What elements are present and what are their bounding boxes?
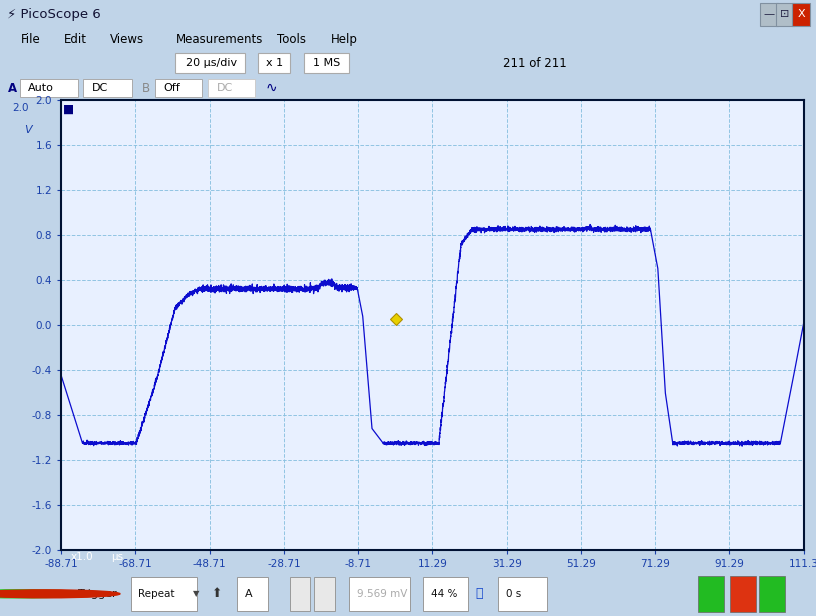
Bar [20, 79, 78, 97]
Text: X: X [797, 9, 805, 20]
Text: V: V [24, 124, 32, 134]
Text: 211 of 211: 211 of 211 [503, 57, 567, 70]
Bar [304, 53, 349, 73]
Text: ⚡ PicoScope 6: ⚡ PicoScope 6 [7, 8, 100, 21]
Text: x 1: x 1 [266, 58, 283, 68]
Text: ⬆: ⬆ [212, 587, 223, 601]
Text: File: File [20, 33, 40, 46]
Text: 2.0: 2.0 [12, 103, 29, 113]
Text: ■: ■ [64, 103, 74, 116]
Text: Tools: Tools [277, 33, 307, 46]
Bar [155, 79, 202, 97]
Text: ▼: ▼ [193, 590, 199, 598]
Text: ⤴: ⤴ [476, 587, 483, 601]
Text: µs: µs [112, 552, 124, 562]
Text: Views: Views [110, 33, 144, 46]
Bar [423, 577, 468, 610]
Text: 0 s: 0 s [506, 589, 521, 599]
Text: Measurements: Measurements [175, 33, 263, 46]
Text: A: A [245, 589, 252, 599]
Text: 20 µs/div: 20 µs/div [186, 58, 237, 68]
Bar [290, 577, 310, 610]
Text: Auto: Auto [28, 83, 54, 93]
Text: DC: DC [92, 83, 109, 93]
Bar [776, 3, 794, 26]
Bar [498, 577, 547, 610]
Bar [730, 576, 756, 612]
Bar [208, 79, 255, 97]
Text: 1 MS: 1 MS [313, 58, 339, 68]
Text: ∿: ∿ [266, 81, 277, 95]
Text: DC: DC [217, 83, 233, 93]
Text: Repeat: Repeat [138, 589, 175, 599]
Bar [314, 577, 335, 610]
Text: x1.0: x1.0 [70, 552, 93, 562]
Text: B: B [142, 81, 150, 95]
Text: A: A [8, 81, 17, 95]
Bar [237, 577, 268, 610]
Bar [349, 577, 410, 610]
Bar [258, 53, 290, 73]
Text: 9.569 mV: 9.569 mV [357, 589, 408, 599]
Text: Off: Off [163, 83, 180, 93]
Bar [759, 576, 785, 612]
Text: Help: Help [330, 33, 357, 46]
Text: 44 %: 44 % [431, 589, 457, 599]
Text: ⊡: ⊡ [780, 9, 790, 20]
Bar [83, 79, 132, 97]
Circle shape [0, 590, 120, 598]
Bar [760, 3, 778, 26]
Text: —: — [763, 9, 774, 20]
Bar [175, 53, 245, 73]
Bar [131, 577, 197, 610]
Text: Edit: Edit [64, 33, 86, 46]
Circle shape [0, 590, 92, 598]
Bar [698, 576, 724, 612]
Bar [792, 3, 810, 26]
Text: Trigger: Trigger [78, 589, 116, 599]
